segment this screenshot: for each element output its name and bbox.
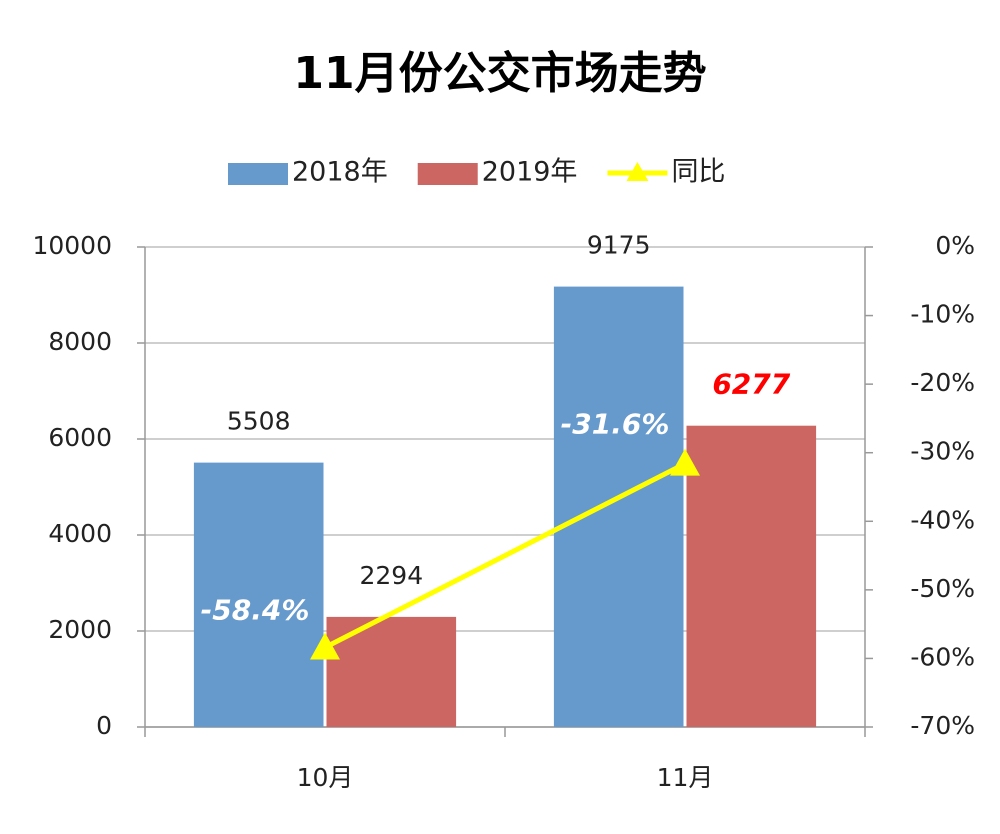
bar <box>553 286 684 727</box>
data-label: -58.4% <box>201 593 310 626</box>
legend-swatch <box>228 163 288 185</box>
bar <box>193 462 324 727</box>
y2-tick-label: 0% <box>935 231 975 260</box>
y-tick-label: 10000 <box>32 231 112 260</box>
y-tick-label: 0 <box>96 711 112 740</box>
y2-tick-label: -70% <box>910 711 975 740</box>
legend-label: 2018年 <box>292 157 388 188</box>
x-tick-label: 10月 <box>297 763 354 792</box>
data-label: 9175 <box>587 231 651 260</box>
y2-tick-label: -10% <box>910 300 975 329</box>
y2-tick-label: -50% <box>910 574 975 603</box>
y2-tick-label: -60% <box>910 642 975 671</box>
data-label: -31.6% <box>561 408 670 441</box>
y2-tick-label: -30% <box>910 437 975 466</box>
bar <box>686 425 817 727</box>
legend-swatch <box>626 162 649 181</box>
data-label: 2294 <box>359 561 423 590</box>
legend-label: 同比 <box>671 157 725 188</box>
y-tick-label: 4000 <box>48 519 112 548</box>
data-label: 5508 <box>227 407 291 436</box>
y2-tick-label: -20% <box>910 368 975 397</box>
chart-title: 11月份公交市场走势 <box>293 48 706 99</box>
data-label: 6277 <box>712 368 790 401</box>
line <box>323 461 687 650</box>
y-tick-label: 6000 <box>48 423 112 452</box>
x-tick-label: 11月 <box>657 763 714 792</box>
legend-label: 2019年 <box>482 157 578 188</box>
marker <box>310 632 340 660</box>
marker <box>670 448 700 476</box>
bar <box>326 616 457 727</box>
legend-swatch <box>417 163 478 185</box>
y2-tick-label: -40% <box>910 505 975 534</box>
y-tick-label: 8000 <box>48 327 112 356</box>
y-tick-label: 2000 <box>48 615 112 644</box>
